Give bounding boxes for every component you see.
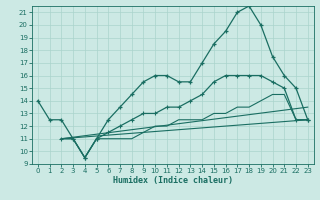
X-axis label: Humidex (Indice chaleur): Humidex (Indice chaleur) bbox=[113, 176, 233, 185]
